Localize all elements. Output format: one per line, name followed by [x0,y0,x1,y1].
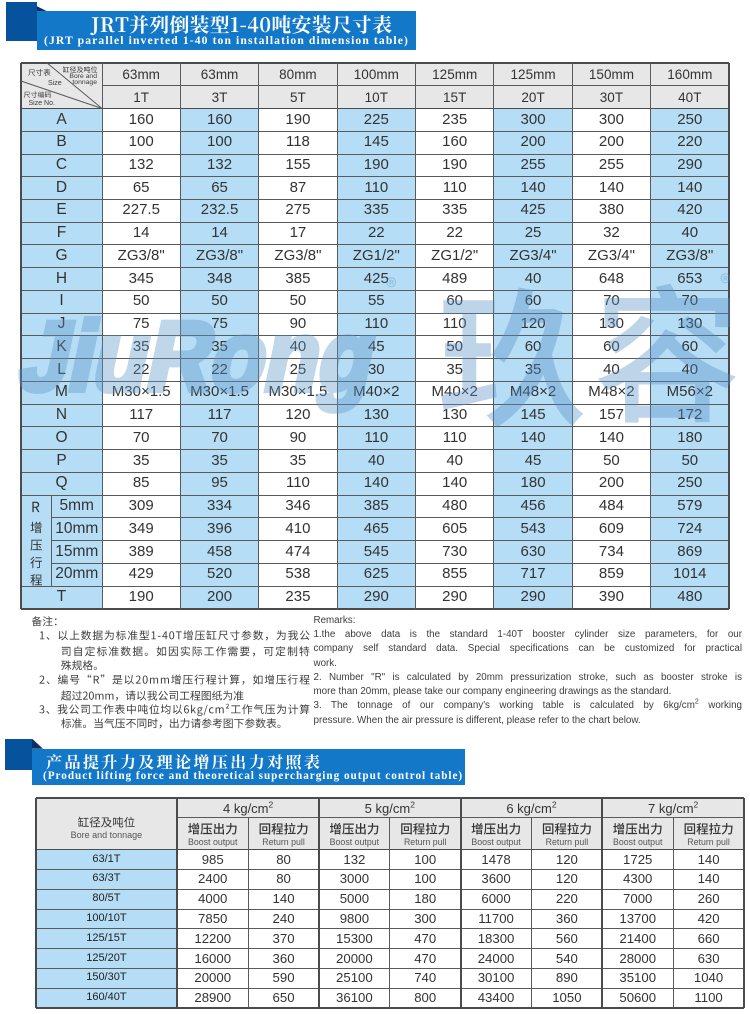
svg-text:JiuRong: JiuRong [11,302,386,412]
